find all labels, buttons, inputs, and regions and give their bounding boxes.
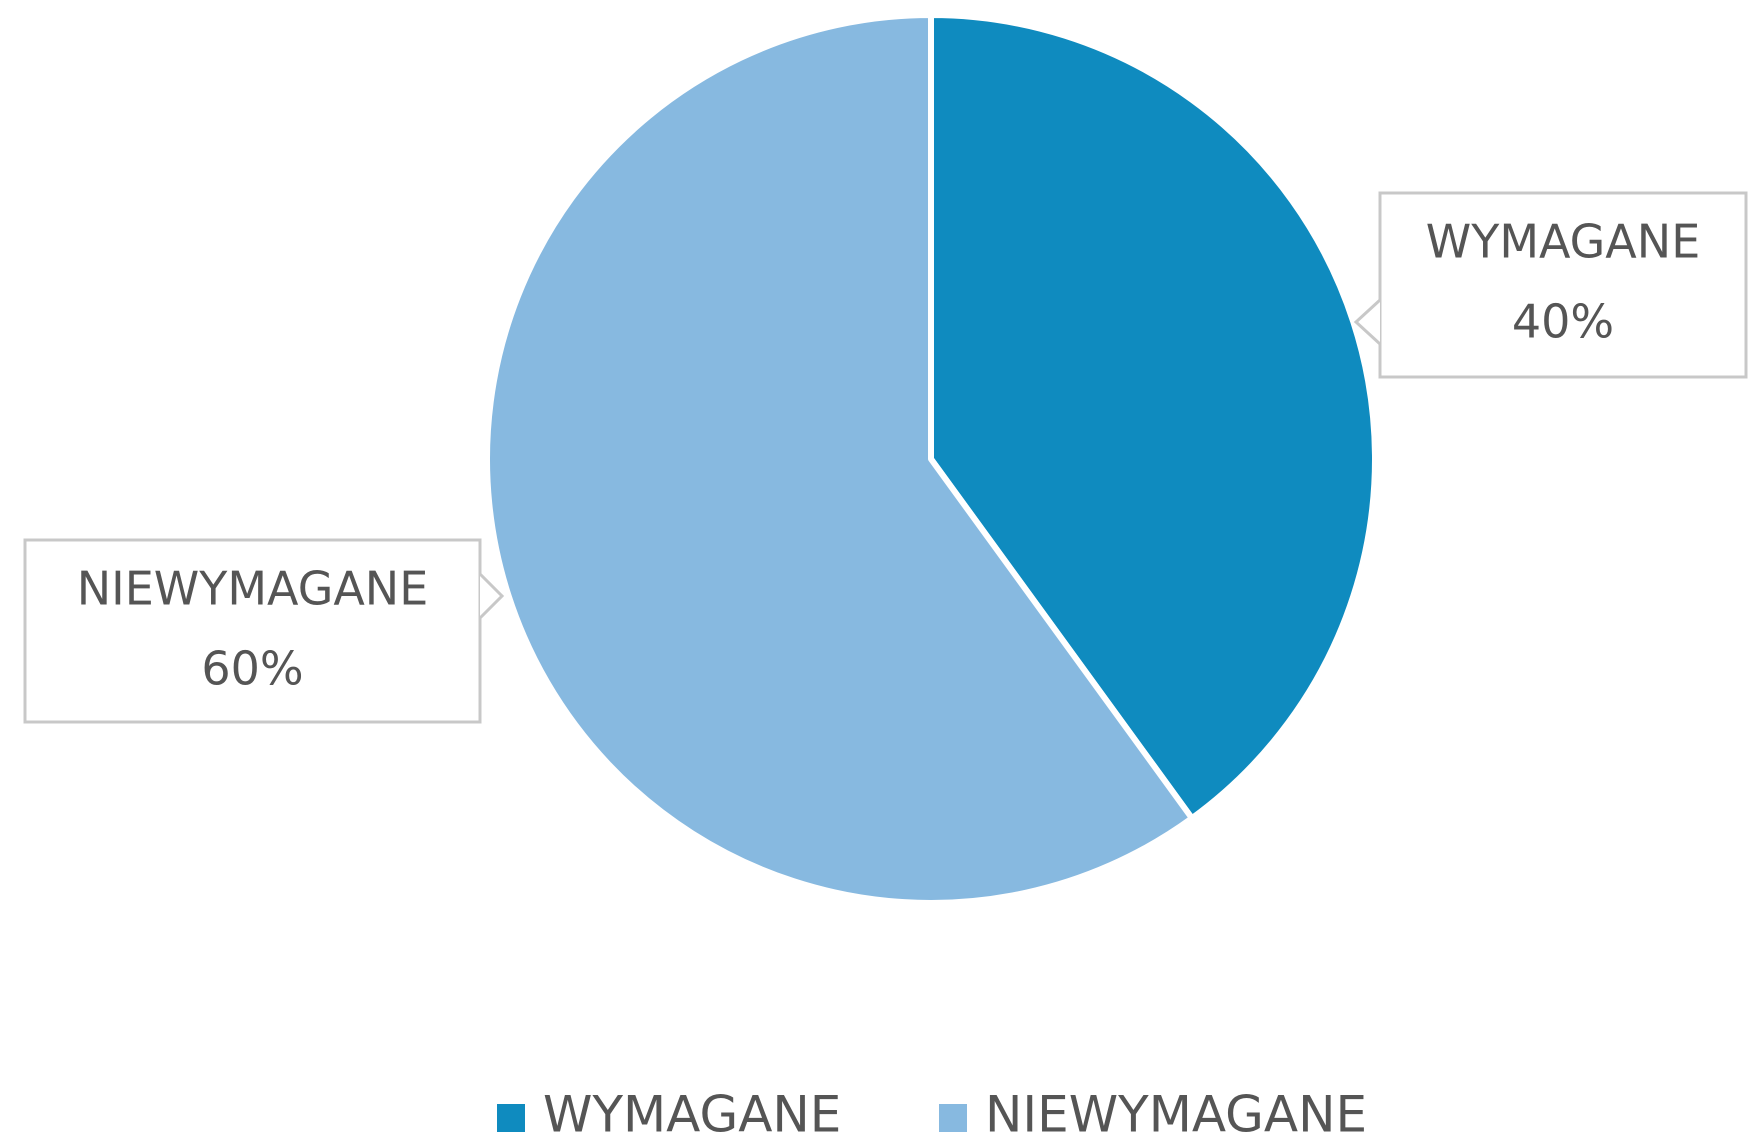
legend-swatch xyxy=(939,1104,967,1132)
label-pointer xyxy=(478,572,505,620)
label-box xyxy=(23,538,482,724)
legend-swatch xyxy=(497,1104,525,1132)
pie-slice xyxy=(928,12,1379,822)
data-label-value: 60% xyxy=(201,642,303,696)
label-pointer xyxy=(1353,298,1382,346)
pie-slice xyxy=(484,12,1195,906)
legend-label: WYMAGANE xyxy=(543,1086,841,1144)
label-box xyxy=(1378,191,1748,379)
data-label-category: WYMAGANE xyxy=(1426,215,1701,269)
data-label-category: NIEWYMAGANE xyxy=(77,562,429,616)
data-label-value: 40% xyxy=(1512,295,1614,349)
legend-label: NIEWYMAGANE xyxy=(985,1086,1367,1144)
